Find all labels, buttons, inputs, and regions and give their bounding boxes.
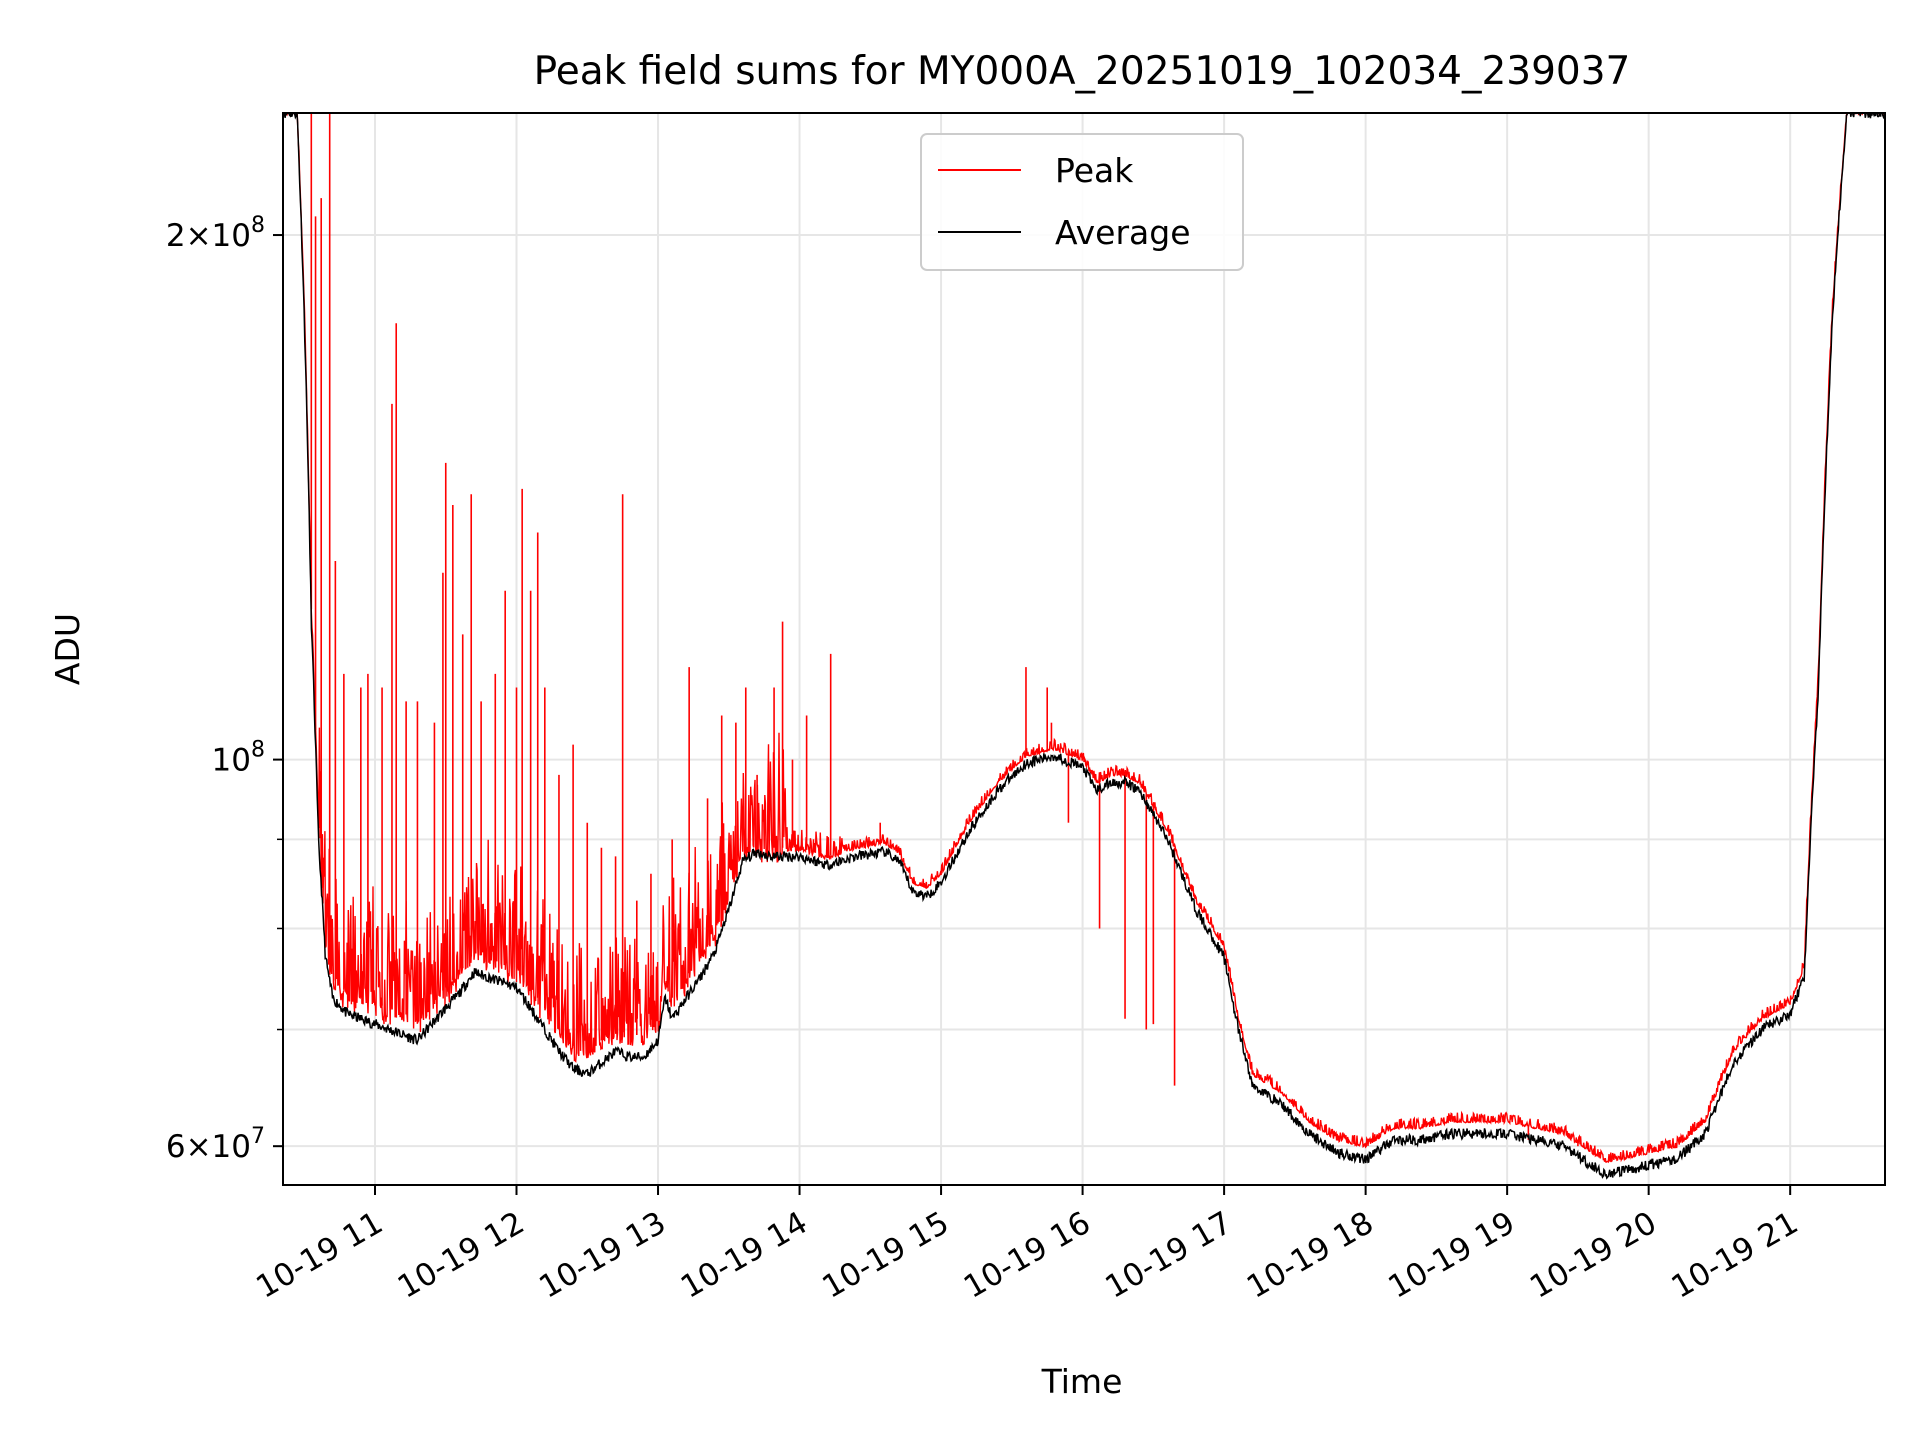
y-axis: 6×107 108 2×108 (166, 213, 283, 1165)
peak-series-line (283, 113, 1885, 1164)
x-axis-label: Time (1041, 1362, 1123, 1401)
legend-box (920, 133, 1244, 271)
plot-frame (282, 112, 1886, 1186)
y-tick-label: 108 (212, 738, 265, 779)
y-tick-label: 6×107 (166, 1124, 265, 1165)
y-axis-label: ADU (48, 613, 87, 685)
y-tick-label: 2×108 (166, 213, 265, 254)
legend: Peak Average (920, 133, 1244, 271)
legend-average-label: Average (1055, 213, 1191, 252)
average-series-line (283, 113, 1885, 1180)
legend-peak-label: Peak (1055, 151, 1134, 190)
series-layer (283, 113, 1885, 1180)
chart-title: Peak field sums for MY000A_20251019_1020… (534, 49, 1631, 94)
